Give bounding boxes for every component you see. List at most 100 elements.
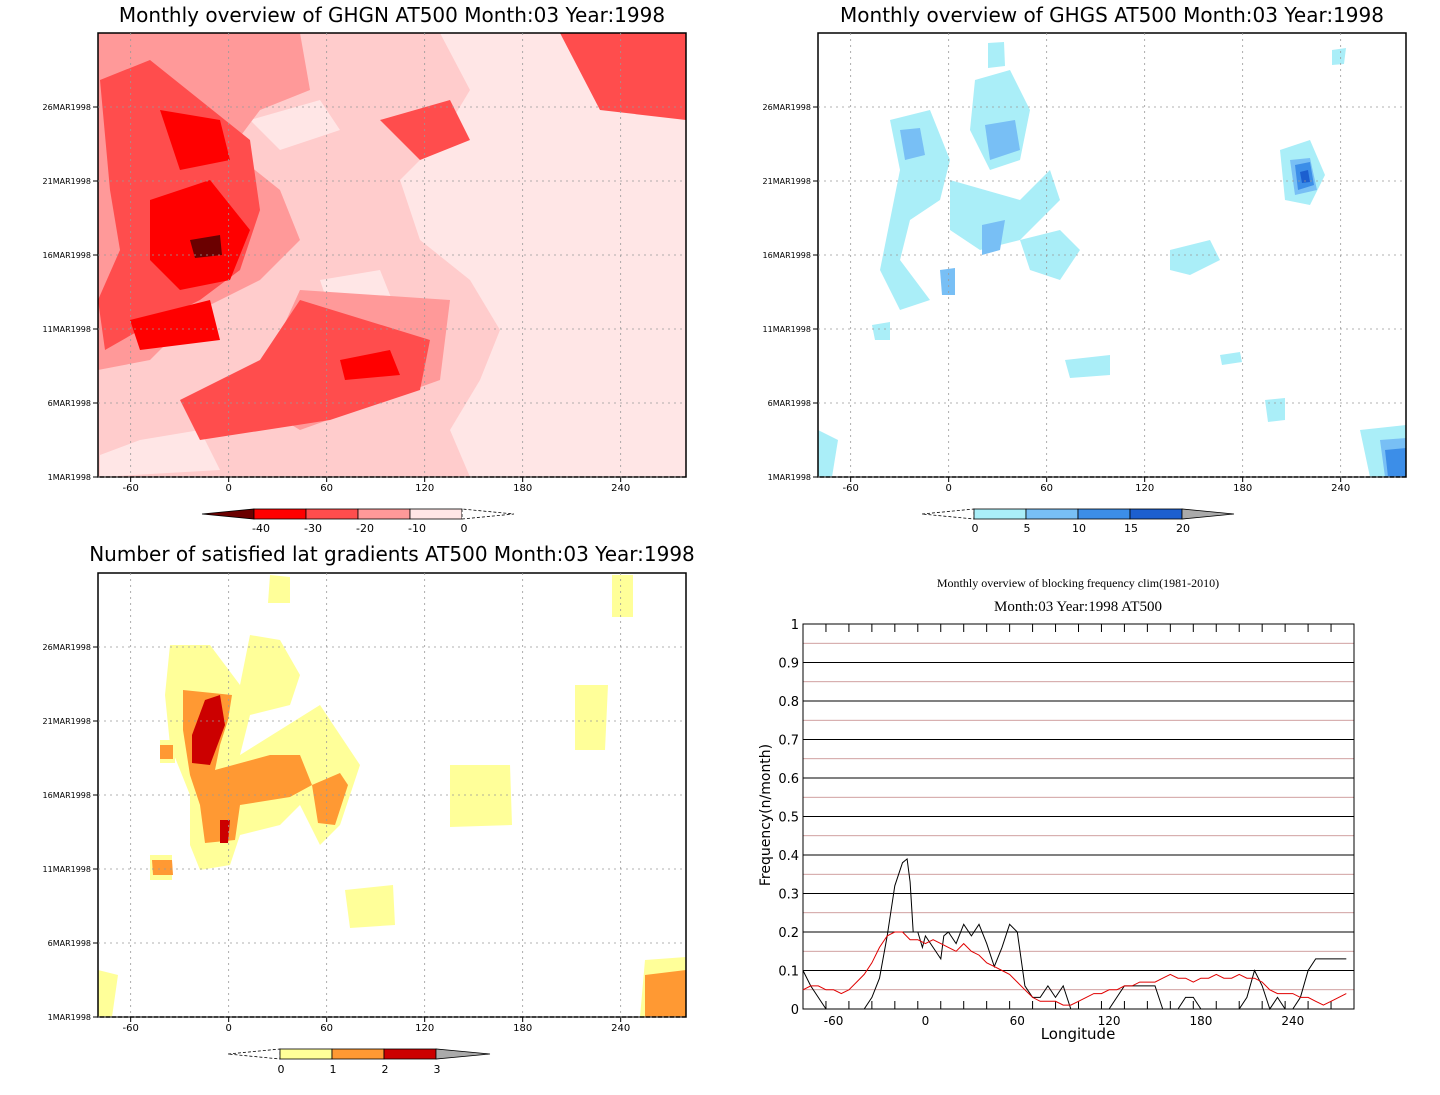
ghgs-colorbar: 0 5 10 15 20 <box>921 508 1235 535</box>
ghgn-ytick-label: 26MAR1998 <box>43 103 91 112</box>
ghgn-cbar-label: 0 <box>461 522 468 535</box>
latgrad-blob <box>98 970 118 1017</box>
blocking-plot: 0 0.1 0.2 0.3 0.4 0.5 0.6 0.7 0.8 0.9 1 -60 0 60 120 18… <box>778 618 1355 1028</box>
ghgs-panel: Monthly overview of GHGS AT500 Month:03 … <box>720 0 1440 545</box>
latgrad-blob <box>192 695 225 765</box>
ghgn-vstrong-n <box>160 110 230 170</box>
ghgs-xtick-label: 240 <box>1331 483 1350 494</box>
ghgn-ytick-label: 16MAR1998 <box>43 251 91 260</box>
ghgs-xtick-label: 120 <box>1135 483 1154 494</box>
blocking-xtick-label: -60 <box>824 1014 844 1028</box>
ghgs-xtick-label: -60 <box>842 483 858 494</box>
latgrad-blob <box>312 773 348 825</box>
latgrad-xtick-label: 0 <box>225 1023 231 1034</box>
latgrad-panel: Number of satisfied lat gradients AT500 … <box>0 542 720 1091</box>
ghgs-xtick-label: 0 <box>945 483 951 494</box>
ghgn-ytick-label: 6MAR1998 <box>48 399 91 408</box>
blocking-ytick-label: 0.2 <box>778 926 799 941</box>
ghgn-vstrong-s <box>340 350 400 380</box>
ghgn-colorbar: -40 -30 -20 -10 0 <box>201 508 515 535</box>
ghgs-cbar-label: 0 <box>972 522 979 535</box>
blocking-ytick-label: 0.3 <box>778 888 799 903</box>
latgrad-colorbar: 0 1 2 3 <box>227 1048 491 1076</box>
latgrad-ytick-label: 16MAR1998 <box>43 791 91 800</box>
ghgn-ytick-label: 21MAR1998 <box>43 177 91 186</box>
ghgs-xtick-label: 60 <box>1040 483 1053 494</box>
blocking-ytick-label: 0.6 <box>778 772 799 787</box>
ghgn-light-n <box>250 100 340 150</box>
ghgn-xtick-label: 0 <box>225 483 231 494</box>
ghgs-blob <box>1332 48 1346 65</box>
blocking-ylabel: Frequency(n/month) <box>758 744 774 886</box>
ghgs-xtick-label: 180 <box>1233 483 1252 494</box>
ghgn-xtick-label: 120 <box>415 483 434 494</box>
ghgs-blob <box>950 170 1060 250</box>
latgrad-blob <box>152 860 173 875</box>
ghgs-ytick-label: 26MAR1998 <box>763 103 811 112</box>
ghgn-vstrong-core <box>150 180 250 290</box>
ghgs-ytick-label: 6MAR1998 <box>768 399 811 408</box>
ghgs-ytick-label: 1MAR1998 <box>768 473 811 482</box>
latgrad-blob <box>220 820 230 843</box>
ghgn-strong-ne <box>560 33 686 120</box>
latgrad-xtick-label: 60 <box>320 1023 333 1034</box>
ghgn-xtick-label: -60 <box>122 483 138 494</box>
blocking-ytick-label: 0.7 <box>778 734 799 749</box>
latgrad-cbar-label: 3 <box>434 1063 441 1076</box>
ghgs-chart: Monthly overview of GHGS AT500 Month:03 … <box>763 3 1407 535</box>
ghgs-blob <box>982 220 1005 255</box>
ghgs-blob <box>1300 170 1310 183</box>
ghgn-light-sw <box>100 430 220 477</box>
latgrad-axes: -60 0 60 120 180 240 1MAR1998 6MAR1998 11MAR1998… <box>43 573 686 1034</box>
ghgs-blob <box>900 128 925 160</box>
ghgn-chart: Monthly overview of GHGN AT500 Month:03 … <box>43 3 687 535</box>
blocking-xtick-label: 60 <box>1010 1014 1025 1028</box>
blocking-panel: Monthly overview of blocking frequency c… <box>720 545 1440 1091</box>
blocking-series-line-1 <box>802 931 1347 1006</box>
ghgs-blob <box>1020 230 1080 280</box>
blocking-ytick-label: 0.1 <box>778 965 799 980</box>
ghgn-panel: Monthly overview of GHGN AT500 Month:03 … <box>0 0 720 545</box>
latgrad-cbar-label: 0 <box>278 1063 285 1076</box>
blocking-ytick-label: 0.9 <box>778 657 799 672</box>
ghgs-blob <box>988 42 1005 68</box>
blocking-ytick-label: 0.4 <box>778 849 799 864</box>
latgrad-blob <box>645 970 686 1017</box>
latgrad-chart: Number of satisfied lat gradients AT500 … <box>43 542 695 1076</box>
blocking-xtick-label: 0 <box>922 1014 930 1028</box>
blocking-ytick-label: 1 <box>791 618 799 633</box>
ghgs-blob <box>940 268 955 295</box>
latgrad-blob <box>575 685 608 750</box>
ghgs-ytick-label: 16MAR1998 <box>763 251 811 260</box>
blocking-xtick-label: 120 <box>1098 1014 1121 1028</box>
ghgs-blob <box>872 322 890 340</box>
latgrad-blob <box>160 745 173 759</box>
latgrad-blob <box>450 765 512 827</box>
latgrad-cbar-label: 1 <box>330 1063 337 1076</box>
ghgn-cbar-label: -20 <box>356 522 374 535</box>
latgrad-ytick-label: 11MAR1998 <box>43 865 91 874</box>
ghgn-cbar-label: -10 <box>408 522 426 535</box>
ghgs-cbar-label: 15 <box>1124 522 1138 535</box>
blocking-xtick-label: 180 <box>1189 1014 1212 1028</box>
latgrad-xtick-label: -60 <box>122 1023 138 1034</box>
ghgs-blob <box>1265 398 1285 422</box>
ghgn-strong-south <box>180 300 430 440</box>
ghgs-blob <box>1170 240 1220 275</box>
ghgn-xtick-label: 180 <box>513 483 532 494</box>
latgrad-blob <box>268 575 290 603</box>
latgrad-xtick-label: 120 <box>415 1023 434 1034</box>
blocking-series-line-0 <box>802 857 1347 1011</box>
ghgs-blob <box>985 120 1020 160</box>
ghgn-axes: -60 0 60 120 180 240 1MAR1998 6MAR1998 11MAR1998… <box>43 33 686 494</box>
ghgn-cbar-label: -30 <box>304 522 322 535</box>
ghgs-ytick-label: 11MAR1998 <box>763 325 811 334</box>
latgrad-blob <box>345 885 395 928</box>
ghgs-blob <box>880 110 950 310</box>
blocking-ytick-label: 0 <box>791 1003 799 1018</box>
ghgs-blob <box>818 430 838 477</box>
ghgs-title: Monthly overview of GHGS AT500 Month:03 … <box>840 3 1384 27</box>
ghgn-xtick-label: 60 <box>320 483 333 494</box>
latgrad-ytick-label: 6MAR1998 <box>48 939 91 948</box>
blocking-ytick-label: 0.8 <box>778 695 799 710</box>
